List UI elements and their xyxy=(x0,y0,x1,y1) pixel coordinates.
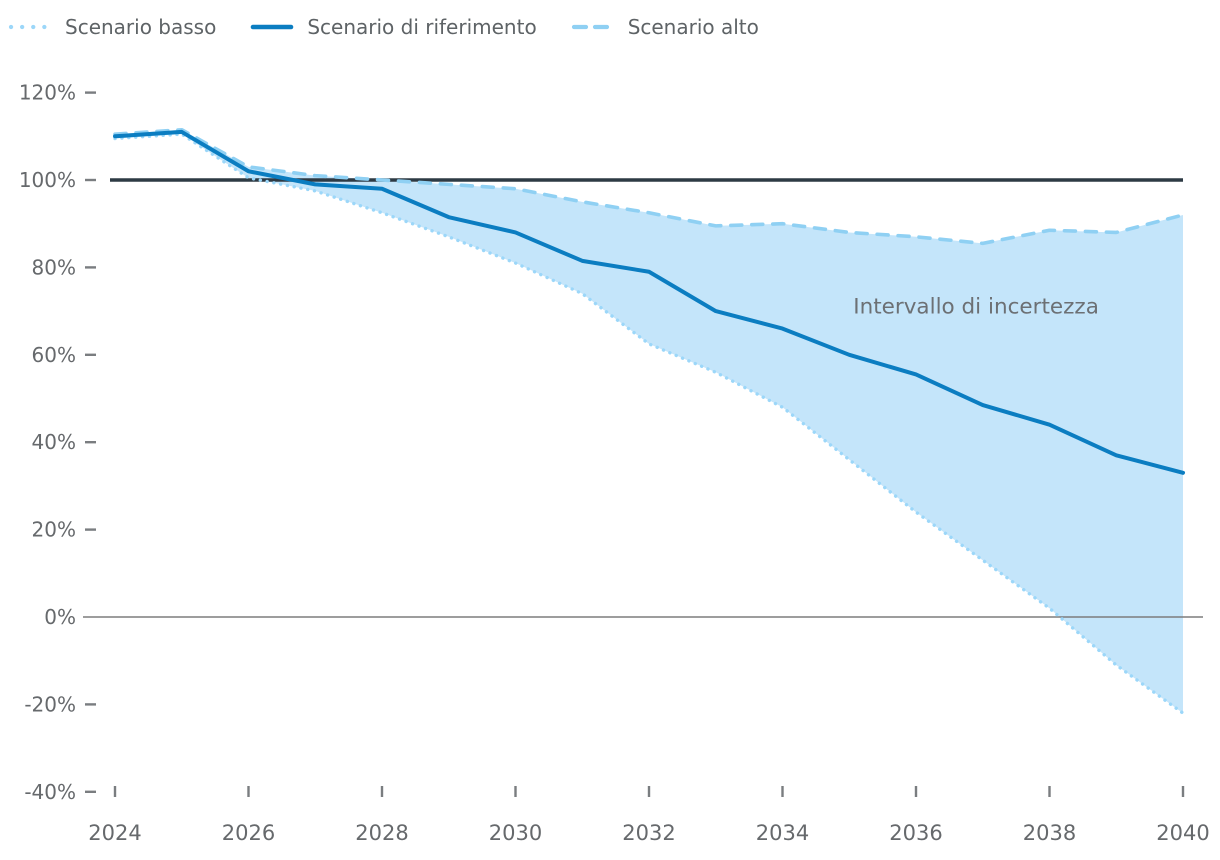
legend-item-scenario-basso[interactable]: Scenario basso xyxy=(8,15,216,39)
y-tick-label: 120% xyxy=(19,81,76,105)
y-tick-label: 40% xyxy=(32,430,76,454)
uncertainty-band xyxy=(115,129,1183,714)
legend-swatch-solid-icon xyxy=(251,24,294,30)
x-tick-label: 2036 xyxy=(889,821,942,845)
y-tick-label: 0% xyxy=(44,605,76,629)
x-tick-label: 2032 xyxy=(622,821,675,845)
x-tick-label: 2024 xyxy=(88,821,141,845)
y-tick-label: 80% xyxy=(32,255,76,279)
band-annotation: Intervallo di incertezza xyxy=(853,295,1099,320)
legend-label: Scenario basso xyxy=(65,15,217,39)
series-line-solid xyxy=(113,129,1185,475)
legend-label: Scenario di riferimento xyxy=(307,15,537,39)
y-tick-label: -40% xyxy=(24,780,76,804)
x-tick-label: 2034 xyxy=(756,821,809,845)
series-line-dashed xyxy=(113,127,1185,246)
legend-swatch-dotted-icon xyxy=(8,24,52,30)
x-tick-label: 2028 xyxy=(355,821,408,845)
legend-swatch-dashed-icon xyxy=(571,24,614,30)
x-tick-label: 2026 xyxy=(222,821,275,845)
legend-item-scenario-alto[interactable]: Scenario alto xyxy=(571,15,759,39)
x-tick-label: 2040 xyxy=(1156,821,1209,845)
x-tick-label: 2038 xyxy=(1023,821,1076,845)
y-tick-label: 60% xyxy=(32,343,76,367)
y-tick-label: 20% xyxy=(32,518,76,542)
legend-label: Scenario alto xyxy=(627,15,759,39)
series-line-dotted xyxy=(113,132,1185,715)
legend: Scenario basso Scenario di riferimento Sce… xyxy=(8,15,759,39)
y-tick-label: 100% xyxy=(19,168,76,192)
legend-item-scenario-di-riferimento[interactable]: Scenario di riferimento xyxy=(250,15,537,39)
y-tick-label: -20% xyxy=(24,692,76,716)
x-tick-label: 2030 xyxy=(489,821,542,845)
